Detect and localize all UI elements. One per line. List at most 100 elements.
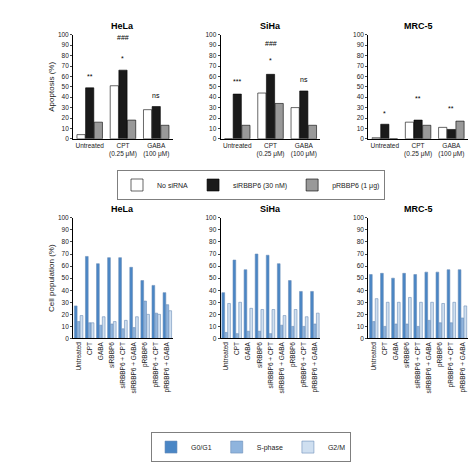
svg-text:50: 50 — [62, 274, 70, 281]
svg-text:50: 50 — [209, 274, 217, 281]
svg-text:G0/G1: G0/G1 — [191, 444, 212, 451]
svg-text:pRBBP6 + CPT: pRBBP6 + CPT — [300, 342, 308, 387]
svg-text:50: 50 — [209, 83, 217, 90]
svg-text:Untreated: Untreated — [223, 142, 252, 149]
svg-text:100: 100 — [205, 31, 216, 38]
svg-text:Untreated: Untreated — [371, 142, 400, 149]
svg-text:CPT(0.25 μM): CPT(0.25 μM) — [404, 142, 432, 158]
svg-text:60: 60 — [209, 262, 217, 269]
svg-text:**: ** — [415, 95, 421, 102]
svg-text:70: 70 — [357, 250, 365, 257]
svg-text:pRBBP6 + GABA: pRBBP6 + GABA — [163, 341, 171, 392]
svg-text:10: 10 — [357, 125, 365, 132]
svg-text:siRBBP6 + GABA: siRBBP6 + GABA — [130, 341, 137, 393]
svg-text:40: 40 — [357, 93, 365, 100]
svg-text:80: 80 — [357, 238, 365, 245]
svg-text:20: 20 — [209, 311, 217, 318]
svg-text:40: 40 — [62, 286, 70, 293]
svg-text:80: 80 — [62, 238, 70, 245]
svg-text:30: 30 — [209, 104, 217, 111]
svg-text:GABA: GABA — [244, 341, 251, 360]
svg-text:0: 0 — [213, 335, 217, 342]
svg-text:0: 0 — [65, 135, 69, 142]
svg-text:MRC-5: MRC-5 — [404, 204, 433, 214]
svg-text:Untreated: Untreated — [370, 342, 377, 371]
svg-text:100: 100 — [58, 214, 69, 221]
svg-text:**: ** — [448, 105, 454, 112]
svg-text:CPT(0.25 μM): CPT(0.25 μM) — [257, 142, 285, 158]
svg-text:0: 0 — [65, 335, 69, 342]
svg-text:HeLa: HeLa — [111, 204, 134, 214]
svg-text:80: 80 — [62, 52, 70, 59]
svg-text:HeLa: HeLa — [111, 21, 134, 31]
svg-text:10: 10 — [209, 125, 217, 132]
svg-text:No siRNA: No siRNA — [157, 182, 188, 189]
svg-text:siRBBP6: siRBBP6 — [256, 342, 263, 368]
svg-text:pRBBP6 + CPT: pRBBP6 + CPT — [447, 342, 455, 387]
svg-text:pRBBP6: pRBBP6 — [289, 342, 297, 367]
svg-text:70: 70 — [357, 62, 365, 69]
svg-text:###: ### — [265, 40, 277, 47]
svg-text:siRBBP6: siRBBP6 — [403, 342, 410, 368]
svg-text:80: 80 — [209, 52, 217, 59]
svg-text:*: * — [383, 110, 386, 117]
svg-text:siRBBP6 + GABA: siRBBP6 + GABA — [425, 341, 432, 393]
svg-text:###: ### — [117, 34, 129, 41]
svg-text:60: 60 — [357, 73, 365, 80]
svg-text:pRBBP6 + CPT: pRBBP6 + CPT — [152, 342, 160, 387]
svg-text:pRBBP6: pRBBP6 — [141, 342, 149, 367]
svg-text:SiHa: SiHa — [260, 21, 281, 31]
svg-text:40: 40 — [209, 286, 217, 293]
svg-text:Untreated: Untreated — [222, 342, 229, 371]
svg-text:ns: ns — [300, 76, 308, 83]
svg-text:50: 50 — [62, 83, 70, 90]
svg-text:**: ** — [87, 73, 93, 80]
svg-text:30: 30 — [357, 104, 365, 111]
svg-text:50: 50 — [357, 274, 365, 281]
svg-text:60: 60 — [62, 262, 70, 269]
svg-text:70: 70 — [62, 62, 70, 69]
svg-text:10: 10 — [62, 125, 70, 132]
svg-text:100: 100 — [353, 31, 364, 38]
svg-text:70: 70 — [209, 250, 217, 257]
svg-text:90: 90 — [357, 226, 365, 233]
svg-text:Apoptosis (%): Apoptosis (%) — [47, 62, 56, 112]
svg-text:Cell population (%): Cell population (%) — [47, 244, 56, 312]
svg-text:pRBBP6 + GABA: pRBBP6 + GABA — [311, 341, 319, 392]
svg-text:50: 50 — [357, 83, 365, 90]
svg-text:GABA(100 μM): GABA(100 μM) — [143, 142, 169, 158]
svg-text:40: 40 — [209, 93, 217, 100]
svg-text:CPT(0.25 μM): CPT(0.25 μM) — [109, 142, 137, 158]
svg-text:0: 0 — [360, 135, 364, 142]
svg-text:*: * — [121, 55, 124, 62]
svg-text:30: 30 — [357, 299, 365, 306]
svg-text:10: 10 — [62, 323, 70, 330]
svg-text:70: 70 — [62, 250, 70, 257]
svg-text:20: 20 — [62, 114, 70, 121]
svg-text:Untreated: Untreated — [75, 142, 104, 149]
svg-text:CPT: CPT — [86, 342, 93, 355]
svg-text:***: *** — [233, 78, 241, 85]
svg-text:siRBBP6 + GABA: siRBBP6 + GABA — [278, 341, 285, 393]
svg-text:siRBBP6: siRBBP6 — [108, 342, 115, 368]
svg-text:CPT: CPT — [381, 342, 388, 355]
svg-text:90: 90 — [209, 41, 217, 48]
svg-text:100: 100 — [58, 31, 69, 38]
svg-text:20: 20 — [62, 311, 70, 318]
svg-text:70: 70 — [209, 62, 217, 69]
svg-text:pRBBP6 (1 μg): pRBBP6 (1 μg) — [332, 182, 379, 190]
svg-text:GABA: GABA — [392, 341, 399, 360]
svg-text:10: 10 — [209, 323, 217, 330]
svg-text:30: 30 — [209, 299, 217, 306]
svg-text:30: 30 — [62, 104, 70, 111]
svg-text:pRBBP6 + GABA: pRBBP6 + GABA — [459, 341, 467, 392]
svg-text:GABA: GABA — [97, 341, 104, 360]
svg-text:90: 90 — [62, 226, 70, 233]
svg-text:10: 10 — [357, 323, 365, 330]
svg-text:20: 20 — [209, 114, 217, 121]
svg-text:siRBBP6 (30 nM): siRBBP6 (30 nM) — [233, 182, 287, 190]
svg-text:S-phase: S-phase — [257, 444, 283, 452]
svg-text:80: 80 — [209, 238, 217, 245]
svg-text:90: 90 — [209, 226, 217, 233]
svg-text:*: * — [269, 57, 272, 64]
